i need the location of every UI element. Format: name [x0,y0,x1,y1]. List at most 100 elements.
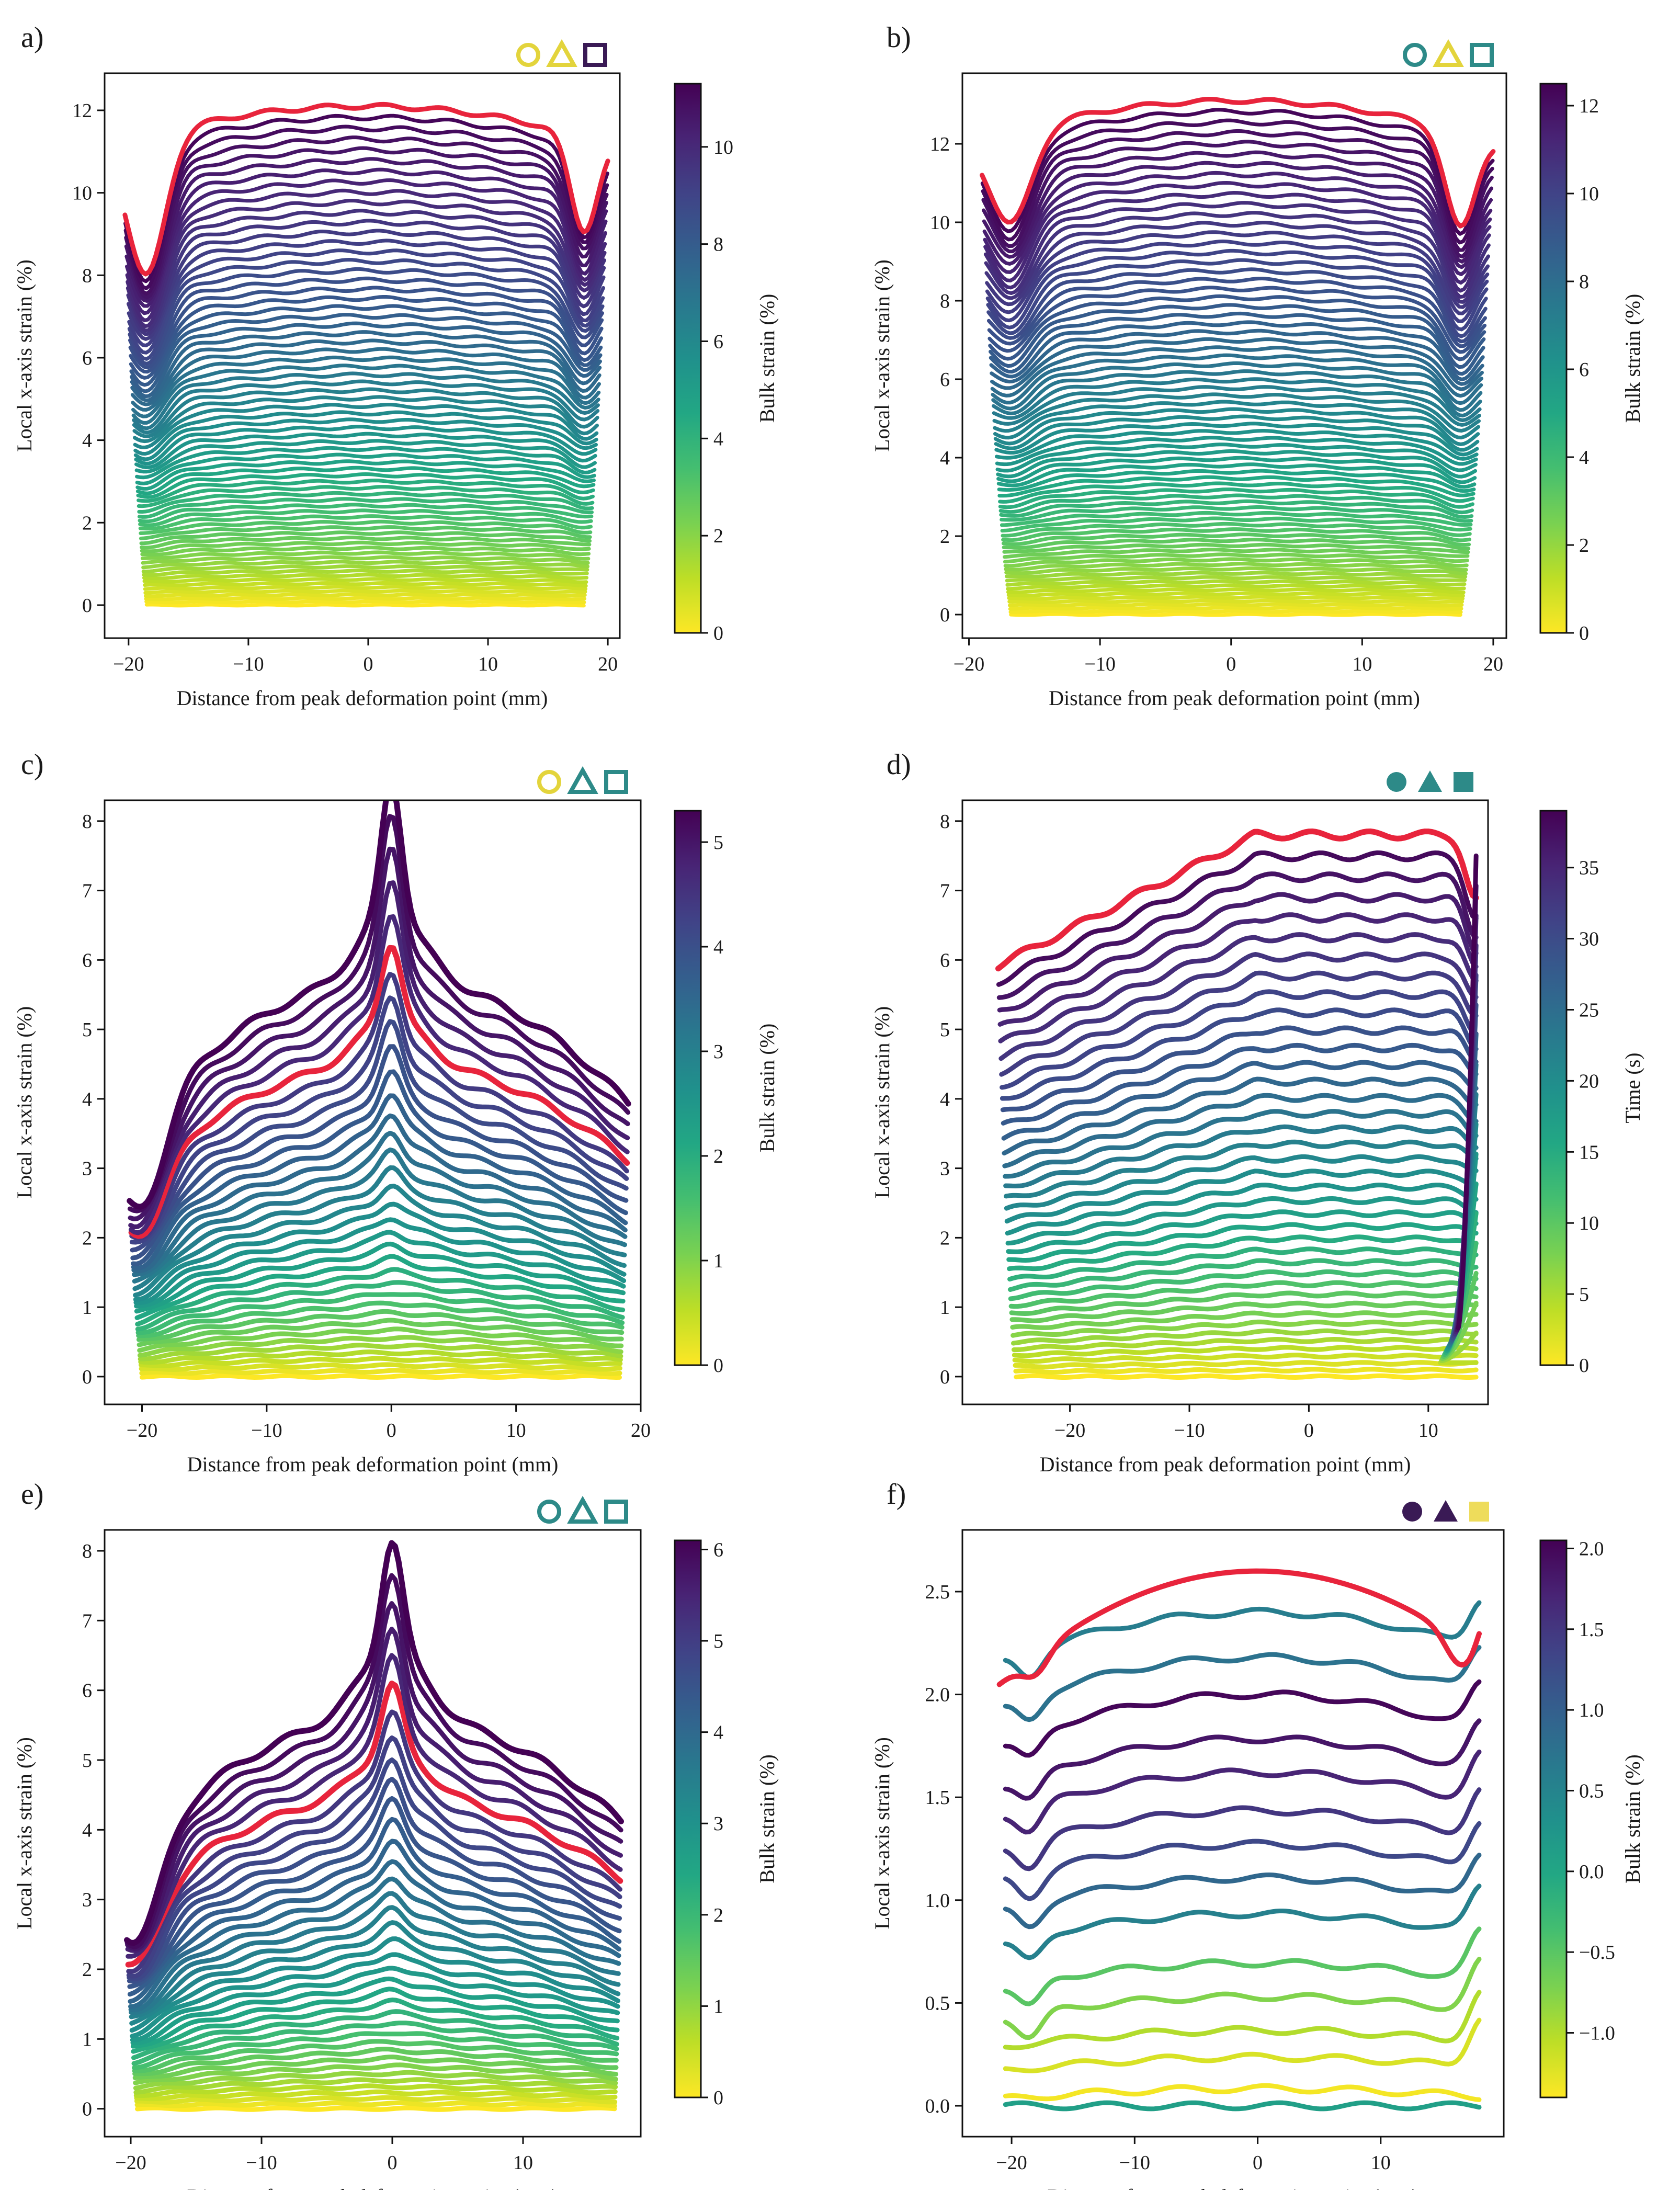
series-line [1001,532,1471,547]
x-tick-label: 10 [478,653,498,675]
colorbar-tick-label: 0 [1579,1355,1589,1377]
series-line [998,951,1479,1061]
series-line [144,599,586,605]
series-line [997,892,1479,1013]
series-line [133,1217,627,1305]
series-line [135,452,596,485]
series-line [143,592,587,598]
series-line [1003,1853,1482,1930]
series-line [128,1876,621,2013]
series-line [996,456,1477,484]
series-line [986,248,1489,332]
series-line [129,286,604,374]
series-line [136,1300,625,1338]
colorbar-tick-label: 8 [1579,271,1589,293]
x-tick-label: −10 [1174,1420,1205,1442]
series-line [992,385,1481,427]
series-line [133,403,599,449]
series-line [1002,1076,1479,1156]
series-line [132,379,600,435]
y-axis-label: Local x-axis strain (%) [13,259,36,452]
x-tick-label: −20 [115,2152,146,2174]
panel-label: a) [21,21,44,54]
colorbar [1539,810,1568,1366]
y-tick-label: 4 [940,1088,950,1110]
panel-label: f) [887,1478,906,1511]
series-line [126,1735,622,1979]
y-tick-label: 10 [72,183,92,205]
colorbar [1539,1539,1568,2098]
series-line [1012,1353,1479,1364]
series-line [1005,1183,1479,1236]
colorbar-tick-label: 4 [713,1722,723,1744]
series-line [141,555,590,565]
series-line [1006,1209,1479,1254]
y-tick-label: 7 [82,1610,92,1632]
y-tick-label: 3 [940,1158,950,1180]
y-tick-label: 4 [82,430,92,452]
series-line [1008,1280,1479,1309]
series-line [1014,1373,1479,1380]
series-line [984,201,1491,299]
series-line [1004,1139,1479,1199]
series-line [131,347,601,412]
x-tick-label: −20 [953,653,984,675]
series-line [131,364,600,425]
series-line [124,1573,623,1949]
axes-frame [961,72,1507,639]
y-tick-label: 1 [82,1297,92,1319]
y-tick-label: 5 [940,1019,950,1041]
colorbar-tick-label: 4 [713,428,723,450]
highlight-line [995,829,1479,972]
y-tick-label: 8 [82,811,92,833]
series-line [1003,548,1470,559]
series-line [141,564,589,573]
series-line [125,178,607,315]
series-line [132,1165,627,1291]
series-line [128,267,604,366]
x-tick-label: 0 [387,1420,396,1442]
highlight-line [125,1681,623,1968]
colorbar-tick-label: 6 [713,331,723,353]
y-tick-label: 10 [930,212,950,234]
series-line [127,219,606,336]
series-line [130,321,602,399]
y-tick-label: 2 [940,1227,950,1249]
series-line [134,1230,626,1309]
series-line [1002,1093,1479,1168]
colorbar-tick-label: 5 [1579,1284,1589,1306]
colorbar-tick-label: 30 [1579,928,1599,950]
series-line [1004,1168,1479,1224]
y-axis-label: Local x-axis strain (%) [870,1737,894,1930]
series-line [982,140,1493,259]
y-tick-label: 2 [82,1959,92,1981]
series-line [1003,1957,1482,2040]
series-line [129,304,603,387]
square-marker-icon [1469,1502,1489,1522]
series-line [132,2047,619,2076]
series-line [133,410,598,456]
series-line [1003,1787,1482,1871]
series-line [135,2105,617,2112]
series-line [131,2009,619,2060]
series-line [998,932,1479,1043]
series-line [133,395,599,444]
colorbar-tick-label: 6 [713,1539,723,1561]
series-line [997,912,1479,1027]
square-marker-icon [604,1500,628,1524]
series-line [985,221,1490,309]
y-tick-label: 6 [940,949,950,971]
colorbar-tick-label: 0.5 [1579,1780,1604,1802]
series-line [135,1292,625,1335]
colorbar-tick-label: 35 [1579,857,1599,879]
y-tick-label: 2 [82,512,92,534]
series-line [131,355,601,418]
series-line [127,1777,622,1984]
x-tick-label: −20 [127,1420,157,1442]
series-line [125,1627,623,1953]
series-line [132,2055,619,2080]
x-tick-label: −20 [1054,1420,1085,1442]
series-line [997,469,1476,493]
series-line [993,407,1480,446]
